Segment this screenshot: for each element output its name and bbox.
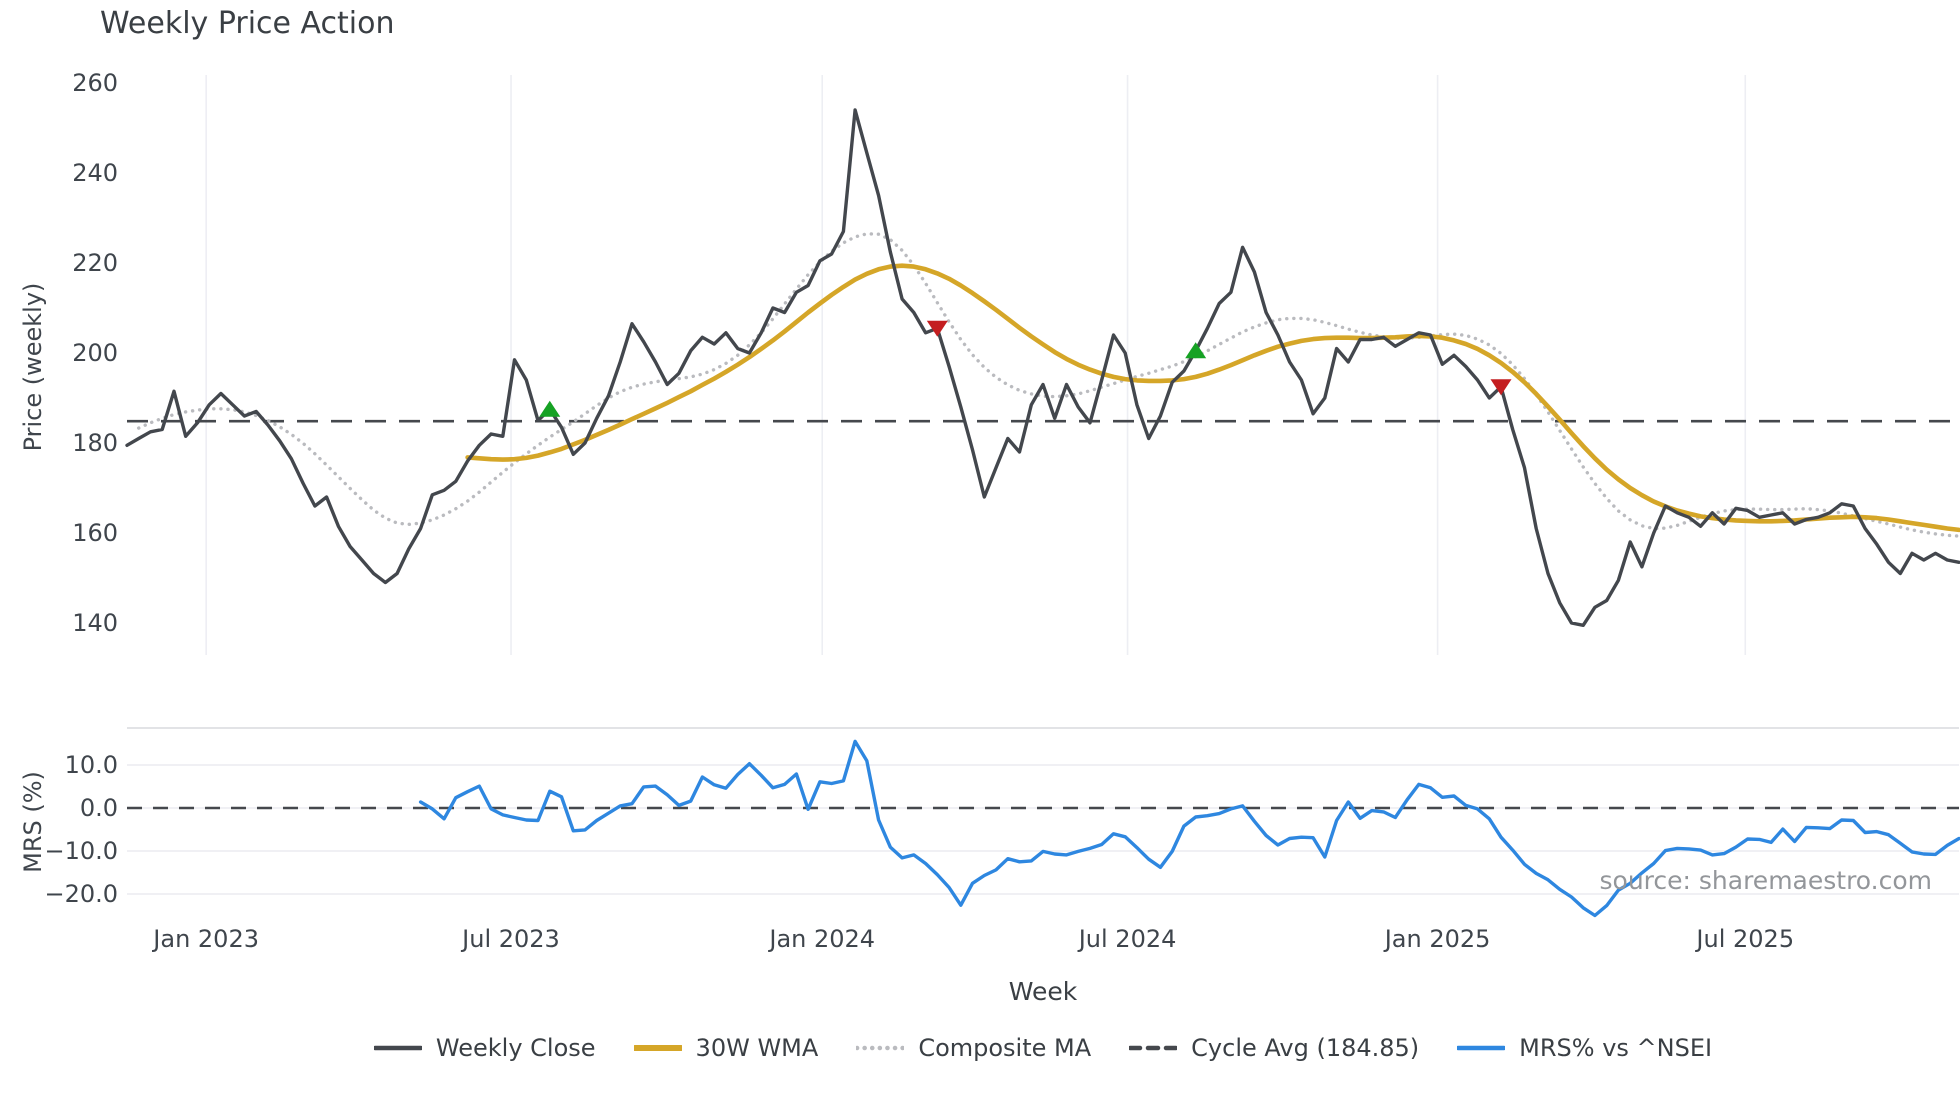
- legend-swatch-icon: [856, 1045, 905, 1051]
- chart-title: Weekly Price Action: [100, 6, 395, 41]
- x-tick: Jan 2023: [153, 925, 259, 953]
- legend-swatch-icon: [633, 1045, 682, 1051]
- x-tick: Jan 2025: [1384, 925, 1491, 953]
- legend-swatch-icon: [1129, 1045, 1178, 1051]
- price-ytick: 200: [72, 339, 118, 367]
- x-tick: Jul 2023: [462, 925, 560, 953]
- x-tick: Jul 2024: [1078, 925, 1177, 953]
- legend: Weekly Close 30W WMA Composite MA Cycle Avg…: [127, 1034, 1959, 1062]
- legend-item-cycle-avg-184-85-: Cycle Avg (184.85): [1129, 1034, 1419, 1062]
- sell-signal-marker: [926, 320, 948, 337]
- source-credit: source: sharemaestro.com: [1599, 866, 1933, 895]
- legend-label: MRS% vs ^NSEI: [1519, 1034, 1713, 1062]
- series-30w-wma: [465, 263, 1960, 533]
- mrs-ytick: −10.0: [44, 837, 118, 865]
- price-ytick: 240: [72, 159, 118, 187]
- price-ytick: 160: [72, 519, 118, 547]
- sell-signal-marker: [1490, 379, 1512, 396]
- legend-label: Composite MA: [918, 1034, 1092, 1062]
- legend-item-mrs-vs-nsei: MRS% vs ^NSEI: [1457, 1034, 1712, 1062]
- legend-item-30w-wma: 30W WMA: [633, 1034, 819, 1062]
- price-ytick: 260: [72, 69, 118, 97]
- mrs-ytick: −20.0: [44, 880, 118, 908]
- series-composite-ma: [137, 232, 1960, 538]
- legend-label: Weekly Close: [435, 1034, 596, 1062]
- series-mrs-vs-nsei: [418, 739, 1960, 918]
- mrs-ytick: 0.0: [79, 794, 118, 822]
- mrs-ytick: 10.0: [64, 751, 118, 779]
- series-weekly-close: [125, 108, 1960, 627]
- x-tick: Jan 2024: [769, 925, 876, 953]
- legend-swatch-icon: [1457, 1045, 1506, 1051]
- buy-signal-marker: [1185, 342, 1207, 359]
- buy-signal-marker: [539, 400, 561, 417]
- legend-item-composite-ma: Composite MA: [856, 1034, 1091, 1062]
- price-ytick: 220: [72, 249, 118, 277]
- legend-label: Cycle Avg (184.85): [1191, 1034, 1420, 1062]
- price-ytick: 140: [72, 609, 118, 637]
- x-tick: Jul 2025: [1696, 925, 1795, 953]
- legend-item-weekly-close: Weekly Close: [373, 1034, 596, 1062]
- x-axis-label: Week: [1008, 977, 1078, 1006]
- legend-swatch-icon: [373, 1045, 422, 1051]
- legend-label: 30W WMA: [695, 1034, 819, 1062]
- price-ytick: 180: [72, 429, 118, 457]
